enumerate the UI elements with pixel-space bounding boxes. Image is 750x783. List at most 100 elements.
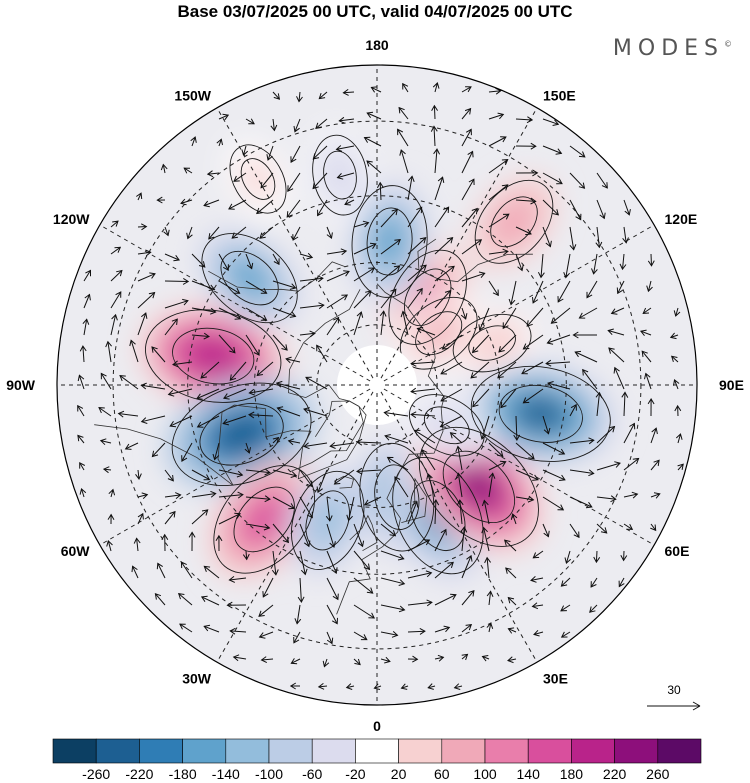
wind-vector-head: [498, 346, 505, 353]
wind-vector-head: [620, 555, 628, 562]
wind-vector: [353, 311, 362, 336]
meridian-line: [216, 107, 374, 379]
wind-vector: [461, 86, 472, 93]
wind-vector-head: [526, 320, 533, 327]
wind-vector-head: [410, 411, 417, 419]
wind-vector-head: [465, 128, 472, 136]
wind-vector: [326, 550, 337, 574]
wind-vector-head: [329, 442, 336, 449]
wind-vector: [507, 658, 517, 662]
wind-vector: [407, 630, 425, 633]
wind-vector-head: [416, 206, 423, 214]
wind-vector-head: [552, 119, 560, 126]
wind-vector-head: [398, 605, 406, 613]
colorbar-label: -60: [302, 766, 322, 782]
wind-vector-head: [114, 246, 122, 253]
wind-vector: [411, 361, 436, 365]
wind-vector: [521, 361, 544, 375]
wind-vector: [83, 294, 90, 309]
chart-title: Base 03/07/2025 00 UTC, valid 04/07/2025…: [177, 2, 573, 21]
colorbar-label: 260: [646, 766, 670, 782]
wind-vector: [457, 473, 463, 498]
latitude-circle: [112, 120, 642, 650]
wind-vector-head: [222, 418, 230, 426]
wind-vector: [243, 145, 247, 156]
wind-vector: [380, 631, 398, 636]
wind-vector-head: [618, 580, 625, 588]
wind-vector-head: [253, 349, 260, 356]
wind-vector-head: [366, 587, 374, 594]
wind-vector: [515, 118, 533, 121]
wind-vector-head: [309, 330, 316, 338]
contour-line: [145, 309, 282, 403]
wind-vector: [272, 118, 275, 131]
wind-vector-head: [639, 329, 647, 337]
wind-vector-head: [326, 232, 333, 240]
wind-vector: [647, 280, 652, 292]
meridian-line: [99, 224, 371, 382]
wind-vector: [137, 251, 151, 255]
wind-vector-head: [356, 438, 363, 446]
contour-line: [366, 207, 413, 276]
wind-vector: [380, 265, 400, 282]
contour-line: [291, 470, 365, 570]
wind-vector-head: [532, 474, 539, 481]
wind-vector: [457, 446, 463, 471]
wind-vector: [542, 469, 566, 481]
wind-vector: [542, 145, 562, 154]
wind-vector: [110, 220, 119, 228]
colorbar-label: -220: [125, 766, 153, 782]
wind-vector: [137, 292, 155, 309]
wind-vector-head: [289, 682, 297, 690]
wind-vector-head: [260, 314, 268, 321]
wind-vector: [326, 523, 335, 548]
wind-vector-head: [112, 220, 119, 227]
wind-vector-head: [563, 272, 570, 279]
wind-vector: [459, 500, 463, 525]
wind-vector: [547, 334, 571, 344]
wind-vector: [461, 272, 485, 282]
wind-vector-head: [608, 347, 615, 354]
wind-vector-head: [588, 469, 595, 477]
wind-vector-head: [443, 625, 451, 633]
wind-vector-head: [306, 480, 313, 488]
wind-vector-head: [232, 654, 240, 662]
contour-line: [213, 465, 315, 574]
contour-line: [351, 185, 428, 298]
longitude-label: 30E: [543, 671, 568, 687]
wind-vector-head: [233, 287, 241, 294]
wind-vector-head: [383, 409, 390, 417]
wind-vector: [434, 177, 444, 201]
wind-vector-head: [527, 495, 535, 503]
wind-vector: [488, 442, 504, 457]
wind-vector-head: [543, 530, 550, 538]
wind-vector: [380, 311, 385, 336]
wind-vector: [670, 334, 679, 338]
wind-vector: [421, 449, 436, 471]
wind-vector-head: [465, 86, 472, 93]
wind-vector-head: [294, 618, 302, 625]
wind-vector: [512, 513, 517, 525]
wind-vector-head: [169, 421, 177, 428]
wind-vector: [245, 334, 260, 356]
wind-vector: [565, 550, 571, 564]
wind-vector: [402, 311, 409, 336]
wind-vector-head: [379, 310, 387, 317]
wind-vector-head: [501, 184, 509, 191]
wind-vector-head: [450, 593, 457, 600]
wind-vector-head: [397, 553, 405, 561]
contour-line: [305, 490, 350, 551]
wind-vector: [272, 496, 295, 509]
wind-vector: [497, 361, 517, 379]
wind-vector-head: [389, 530, 397, 537]
wind-vector-head: [570, 403, 577, 411]
wind-vector: [515, 199, 536, 202]
wind-vector-head: [410, 359, 417, 367]
wind-vector-head: [140, 223, 148, 231]
wind-vector-head: [222, 113, 230, 121]
wind-vector-head: [589, 606, 596, 613]
wind-vector-head: [550, 317, 558, 324]
wind-vector-head: [354, 658, 361, 666]
wind-vector-head: [156, 562, 163, 570]
wind-vector-head: [234, 313, 242, 320]
